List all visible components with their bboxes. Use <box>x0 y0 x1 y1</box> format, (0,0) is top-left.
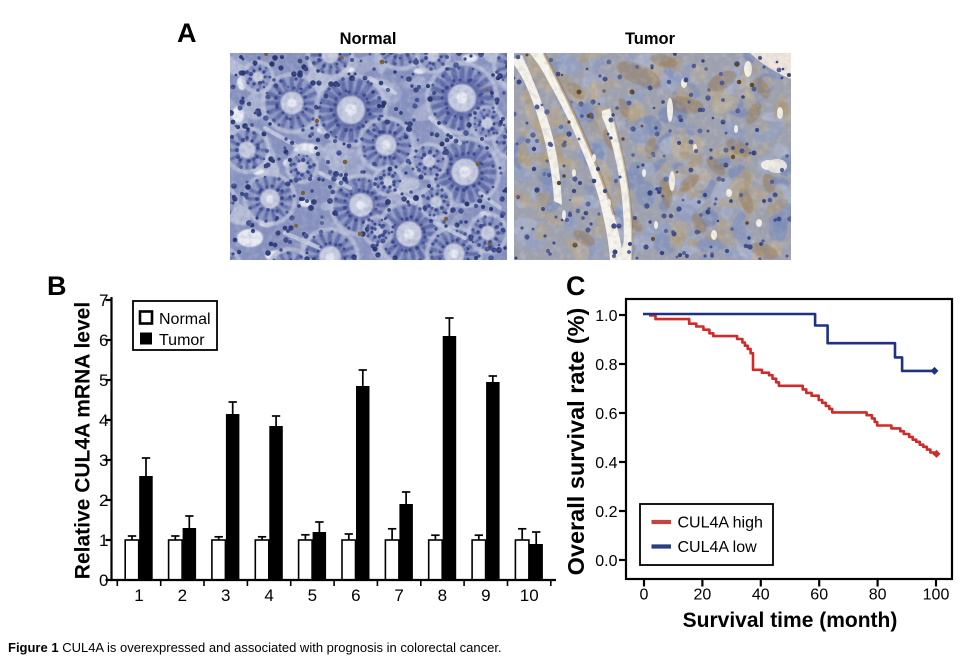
svg-text:Figure 1 CUL4A is overexpresse: Figure 1 CUL4A is overexpressed and asso… <box>8 640 502 655</box>
svg-text:Normal: Normal <box>340 30 397 48</box>
svg-text:0.6: 0.6 <box>595 406 617 423</box>
svg-text:6: 6 <box>99 331 108 350</box>
svg-text:40: 40 <box>752 587 770 604</box>
svg-text:0.4: 0.4 <box>595 455 617 472</box>
svg-text:Tumor: Tumor <box>625 30 676 48</box>
svg-text:7: 7 <box>99 291 108 310</box>
svg-text:Relative CUL4A mRNA level: Relative CUL4A mRNA level <box>72 302 95 579</box>
svg-text:Tumor: Tumor <box>159 332 205 349</box>
svg-text:6: 6 <box>351 586 360 605</box>
svg-text:7: 7 <box>394 586 403 605</box>
svg-text:1.0: 1.0 <box>595 308 617 325</box>
svg-text:60: 60 <box>810 587 828 604</box>
svg-text:4: 4 <box>99 411 108 430</box>
svg-text:3: 3 <box>221 586 230 605</box>
svg-text:2: 2 <box>99 491 108 510</box>
svg-text:Overall survival rate (%): Overall survival rate (%) <box>563 308 589 576</box>
svg-text:CUL4A low: CUL4A low <box>678 539 758 556</box>
svg-text:A: A <box>177 18 197 48</box>
svg-text:0: 0 <box>640 587 649 604</box>
svg-text:5: 5 <box>99 371 108 390</box>
svg-text:0: 0 <box>99 571 108 590</box>
svg-text:4: 4 <box>264 586 273 605</box>
svg-text:8: 8 <box>438 586 447 605</box>
svg-text:0.8: 0.8 <box>595 357 617 374</box>
svg-text:Survival time (month): Survival time (month) <box>683 609 898 632</box>
svg-text:B: B <box>47 271 67 301</box>
svg-text:2: 2 <box>178 586 187 605</box>
svg-text:20: 20 <box>694 587 712 604</box>
svg-text:80: 80 <box>869 587 887 604</box>
svg-text:5: 5 <box>308 586 317 605</box>
svg-text:10: 10 <box>520 586 539 605</box>
svg-text:0.0: 0.0 <box>595 553 617 570</box>
svg-text:0.2: 0.2 <box>595 504 617 521</box>
svg-text:1: 1 <box>99 531 108 550</box>
svg-text:100: 100 <box>923 587 950 604</box>
svg-text:3: 3 <box>99 451 108 470</box>
svg-text:Normal: Normal <box>159 311 211 328</box>
svg-text:1: 1 <box>134 586 143 605</box>
svg-text:9: 9 <box>481 586 490 605</box>
svg-text:CUL4A high: CUL4A high <box>678 515 763 532</box>
svg-text:C: C <box>566 271 586 301</box>
